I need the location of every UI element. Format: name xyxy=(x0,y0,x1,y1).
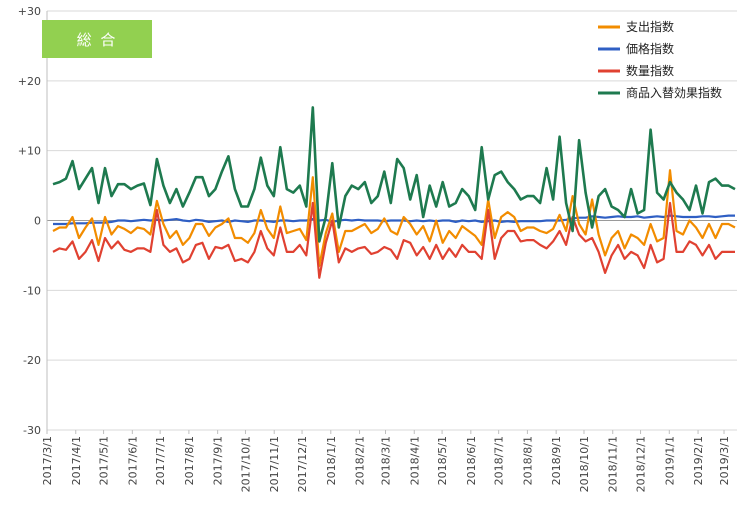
x-tick-label: 2018/11/1 xyxy=(607,436,620,492)
y-tick-label: -20 xyxy=(23,354,41,367)
y-tick-label: +10 xyxy=(18,145,41,158)
series-layer xyxy=(52,106,736,279)
legend-label-0: 支出指数 xyxy=(626,19,674,34)
x-tick-label: 2018/1/1 xyxy=(325,436,338,485)
x-tick-label: 2018/12/1 xyxy=(635,436,648,492)
x-tick-label: 2017/8/1 xyxy=(183,436,196,485)
x-tick-label: 2019/3/1 xyxy=(718,436,731,485)
series-line-0 xyxy=(52,169,736,267)
x-tick-label: 2018/5/1 xyxy=(436,436,449,485)
series-line-3 xyxy=(52,106,736,243)
x-tick-label: 2018/4/1 xyxy=(408,436,421,485)
x-tick-label: 2017/5/1 xyxy=(98,436,111,485)
y-tick-label: -10 xyxy=(23,284,41,297)
x-tick-label: 2017/10/1 xyxy=(239,436,252,492)
x-tick-label: 2017/6/1 xyxy=(126,436,139,485)
x-tick-label: 2017/7/1 xyxy=(154,436,167,485)
x-tick-label: 2017/4/1 xyxy=(70,436,83,485)
x-tick-label: 2018/7/1 xyxy=(493,436,506,485)
chart-title: 総 合 xyxy=(77,31,118,49)
x-tick-label: 2017/11/1 xyxy=(268,436,281,492)
legend-label-3: 商品入替効果指数 xyxy=(626,85,722,100)
x-tick-label: 2018/10/1 xyxy=(578,436,591,492)
y-tick-label: +30 xyxy=(18,5,41,18)
legend-label-2: 数量指数 xyxy=(626,63,674,78)
y-tick-label: 0 xyxy=(34,215,41,228)
x-axis-ticks: 2017/3/1 2017/4/1 2017/5/1 2017/6/1 2017/7/1… xyxy=(41,430,731,492)
title-badge-background xyxy=(42,20,152,58)
series-line-2 xyxy=(52,201,735,279)
x-tick-label: 2018/3/1 xyxy=(380,436,393,485)
series-line-1 xyxy=(53,214,735,226)
x-tick-label: 2018/9/1 xyxy=(550,436,563,485)
x-tick-label: 2018/6/1 xyxy=(465,436,478,485)
x-tick-label: 2017/12/1 xyxy=(296,436,309,492)
x-tick-label: 2017/9/1 xyxy=(212,436,225,485)
x-tick-label: 2019/1/1 xyxy=(663,436,676,485)
legend-label-1: 価格指数 xyxy=(626,41,674,56)
y-axis-ticks: +30 +20 +10 0 -10 -20 -30 xyxy=(18,5,41,437)
x-tick-label: 2017/3/1 xyxy=(41,436,54,485)
x-tick-label: 2019/2/1 xyxy=(692,436,705,485)
x-tick-label: 2018/8/1 xyxy=(521,436,534,485)
y-tick-label: +20 xyxy=(18,75,41,88)
y-tick-label: -30 xyxy=(23,424,41,437)
x-tick-label: 2018/2/1 xyxy=(354,436,367,485)
title-badge: 総 合 xyxy=(42,20,152,58)
